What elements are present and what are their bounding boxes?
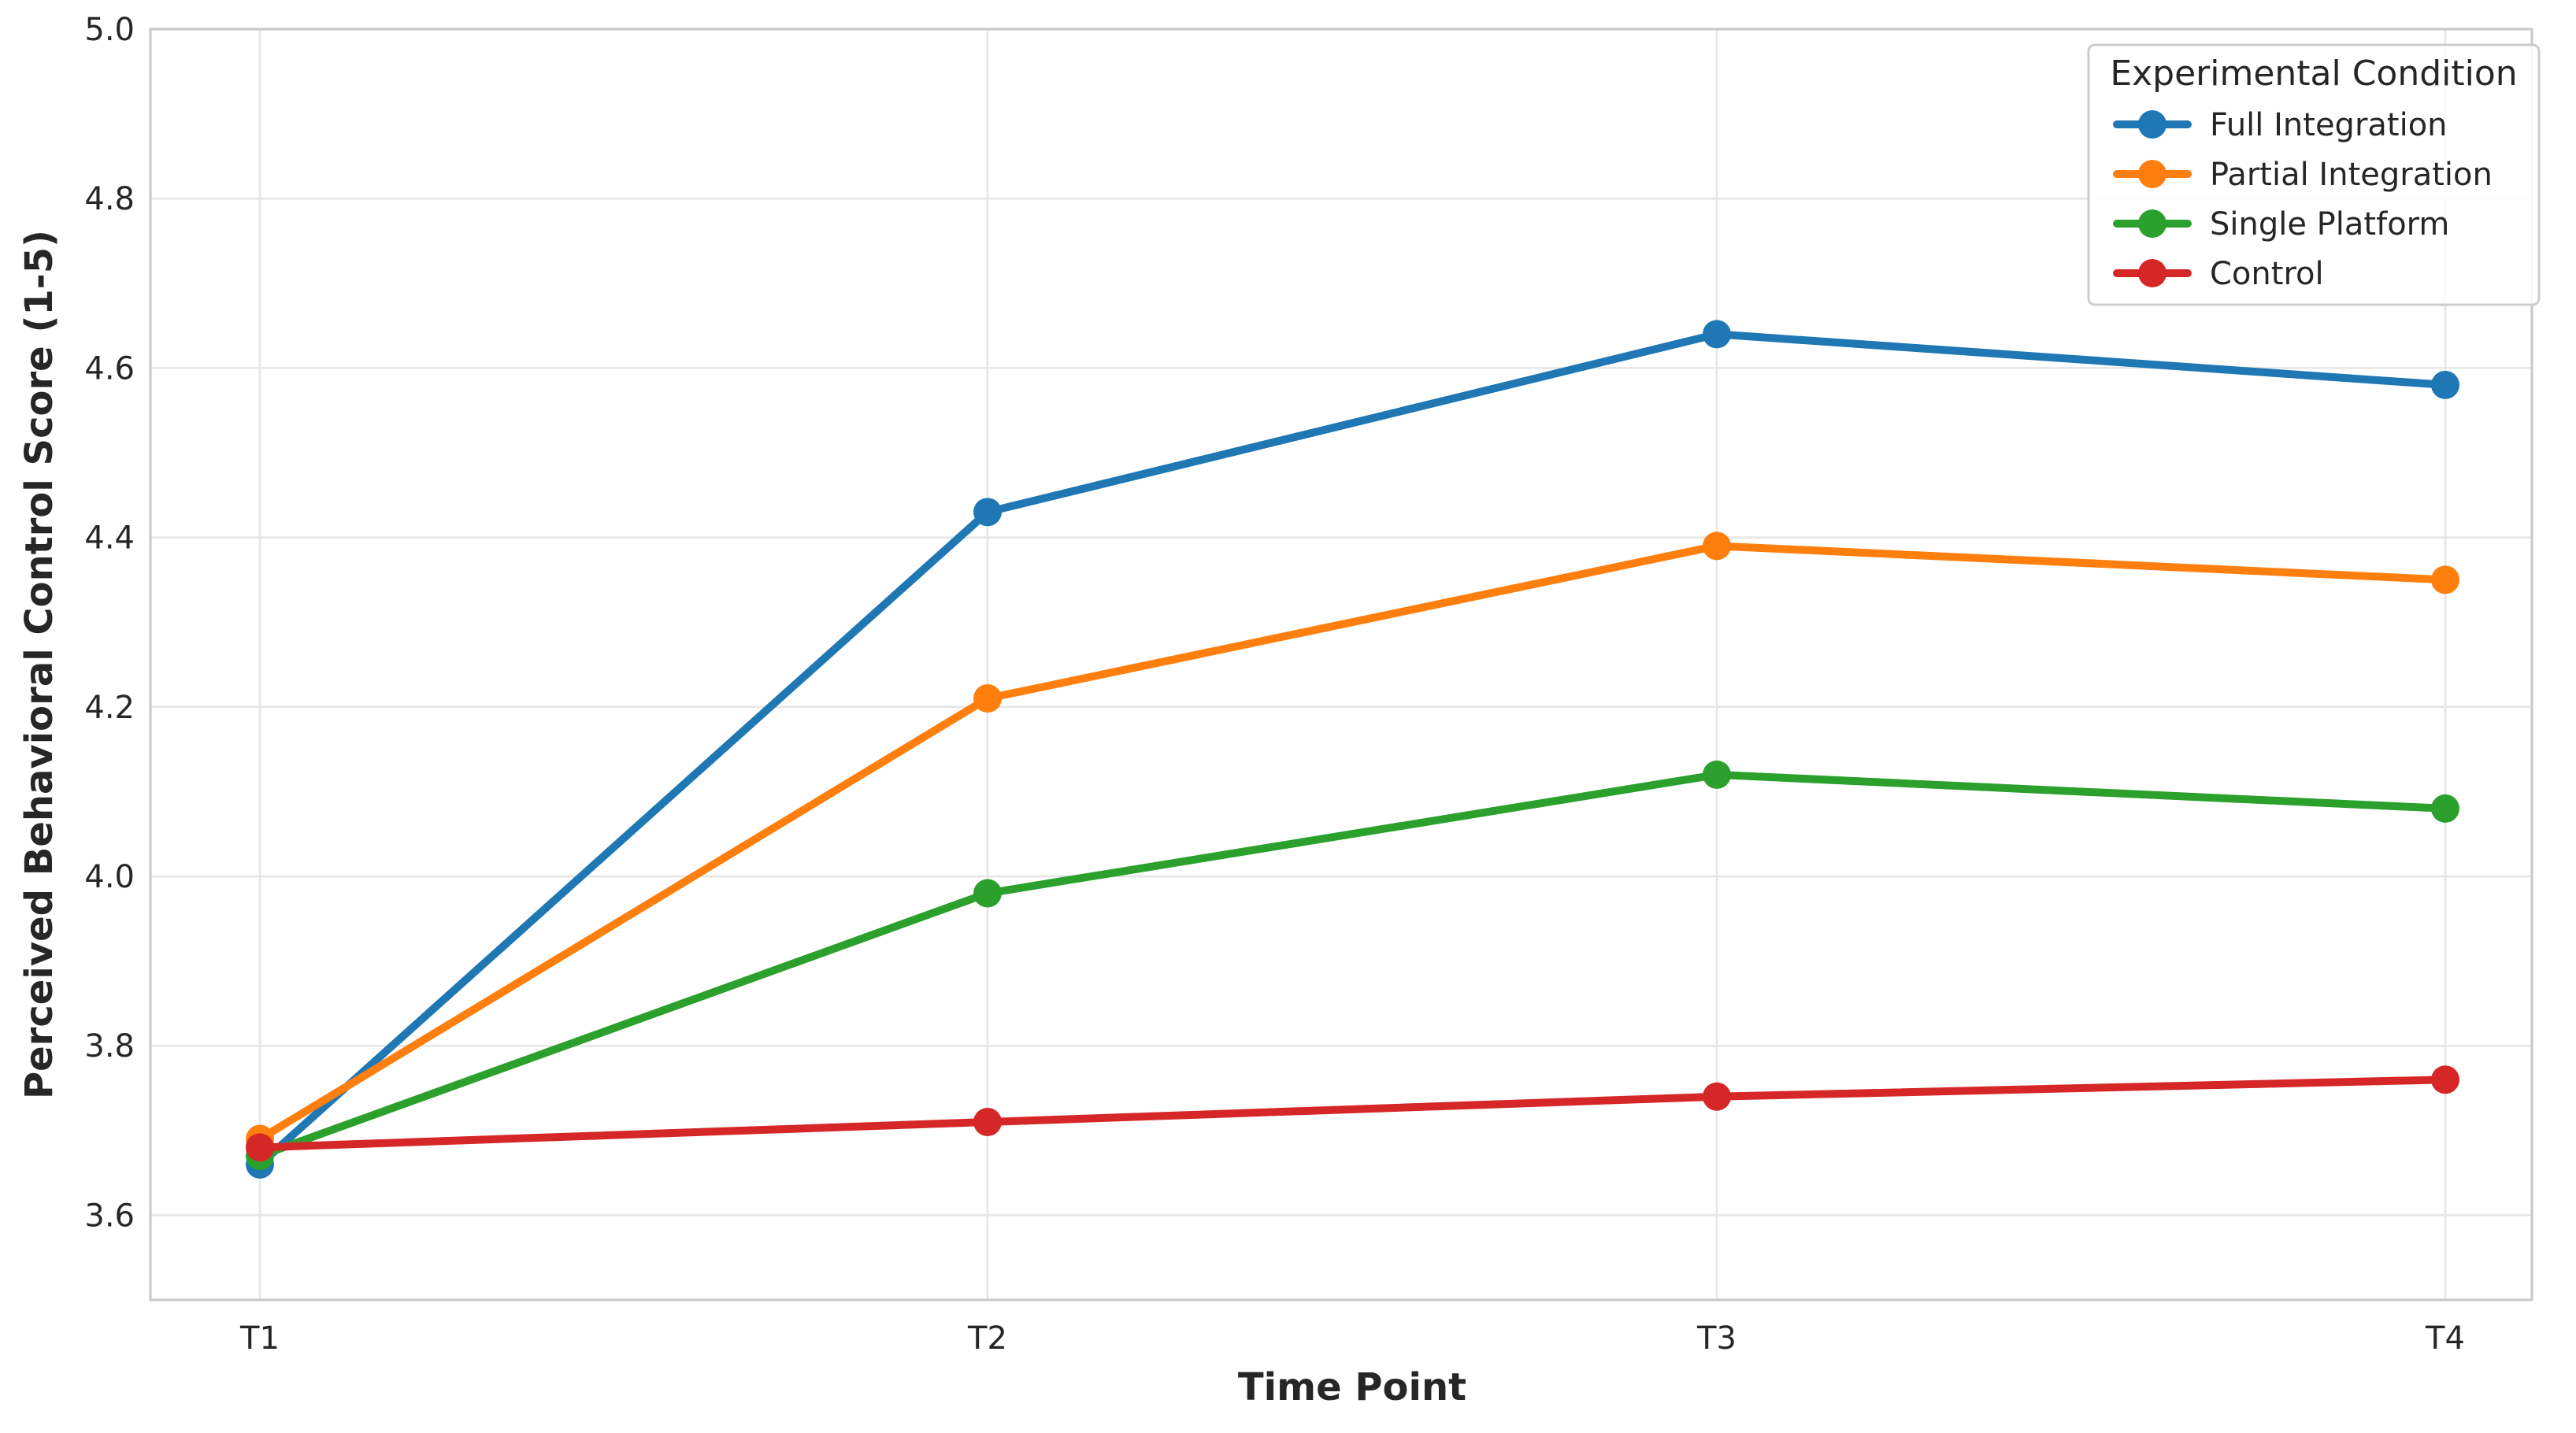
legend-label: Full Integration	[2210, 107, 2448, 143]
x-axis-ticks: T1 T2 T3 T4	[239, 1320, 2465, 1357]
data-point	[973, 1108, 1002, 1137]
y-tick-label: 4.6	[84, 350, 135, 387]
series-line	[256, 1076, 2449, 1152]
series-line	[256, 542, 2449, 1143]
data-point	[2431, 565, 2459, 594]
legend: Experimental Condition Full Integration P…	[2087, 43, 2541, 306]
legend-swatch-marker	[2138, 259, 2166, 287]
y-tick-label: 3.6	[84, 1198, 135, 1234]
legend-items: Full Integration Partial Integration Singl…	[2113, 107, 2493, 292]
legend-swatch-marker	[2138, 209, 2166, 238]
y-tick-label: 4.2	[84, 690, 135, 726]
series-group	[246, 320, 2459, 1179]
legend-item: Full Integration	[2113, 107, 2448, 143]
data-point	[2431, 370, 2459, 399]
x-tick-label: T2	[967, 1320, 1007, 1357]
data-point	[1703, 320, 1731, 349]
series-control	[246, 1065, 2459, 1162]
plot-frame	[149, 28, 2533, 1302]
series-line	[256, 770, 2449, 1161]
y-tick-label: 5.0	[84, 12, 135, 48]
data-point	[2431, 794, 2459, 823]
data-point	[1703, 1082, 1731, 1111]
x-tick-label: T4	[2425, 1320, 2465, 1357]
legend-label: Single Platform	[2210, 206, 2449, 243]
legend-swatch-marker	[2138, 110, 2166, 139]
legend-frame	[2087, 43, 2541, 306]
series-line	[256, 330, 2449, 1168]
data-point	[1703, 760, 1731, 789]
data-point	[973, 684, 1002, 713]
data-point	[973, 879, 1002, 908]
x-tick-label: T1	[239, 1320, 280, 1357]
y-tick-label: 4.4	[84, 520, 135, 557]
x-axis-title: Time Point	[1238, 1365, 1466, 1409]
series-full-integration	[246, 320, 2459, 1179]
data-point	[973, 498, 1002, 527]
legend-item: Single Platform	[2113, 206, 2449, 243]
legend-label: Partial Integration	[2210, 157, 2493, 193]
legend-item: Partial Integration	[2113, 157, 2493, 193]
series-partial-integration	[246, 531, 2459, 1153]
x-tick-label: T3	[1696, 1320, 1736, 1357]
legend-title: Experimental Condition	[2110, 54, 2517, 94]
legend-label: Control	[2210, 256, 2324, 292]
y-tick-label: 4.0	[84, 859, 135, 895]
legend-swatch-marker	[2138, 160, 2166, 188]
y-axis-title: Perceived Behavioral Control Score (1-5)	[17, 230, 61, 1099]
y-tick-label: 4.8	[84, 181, 135, 217]
data-point	[246, 1133, 274, 1162]
legend-item: Control	[2113, 256, 2324, 292]
data-point	[1703, 531, 1731, 561]
series-single-platform	[246, 760, 2459, 1171]
y-tick-label: 3.8	[84, 1028, 135, 1065]
y-axis-ticks: 3.6 3.8 4.0 4.2 4.4 4.6 4.8 5.0	[84, 12, 135, 1234]
data-point	[2431, 1065, 2459, 1094]
